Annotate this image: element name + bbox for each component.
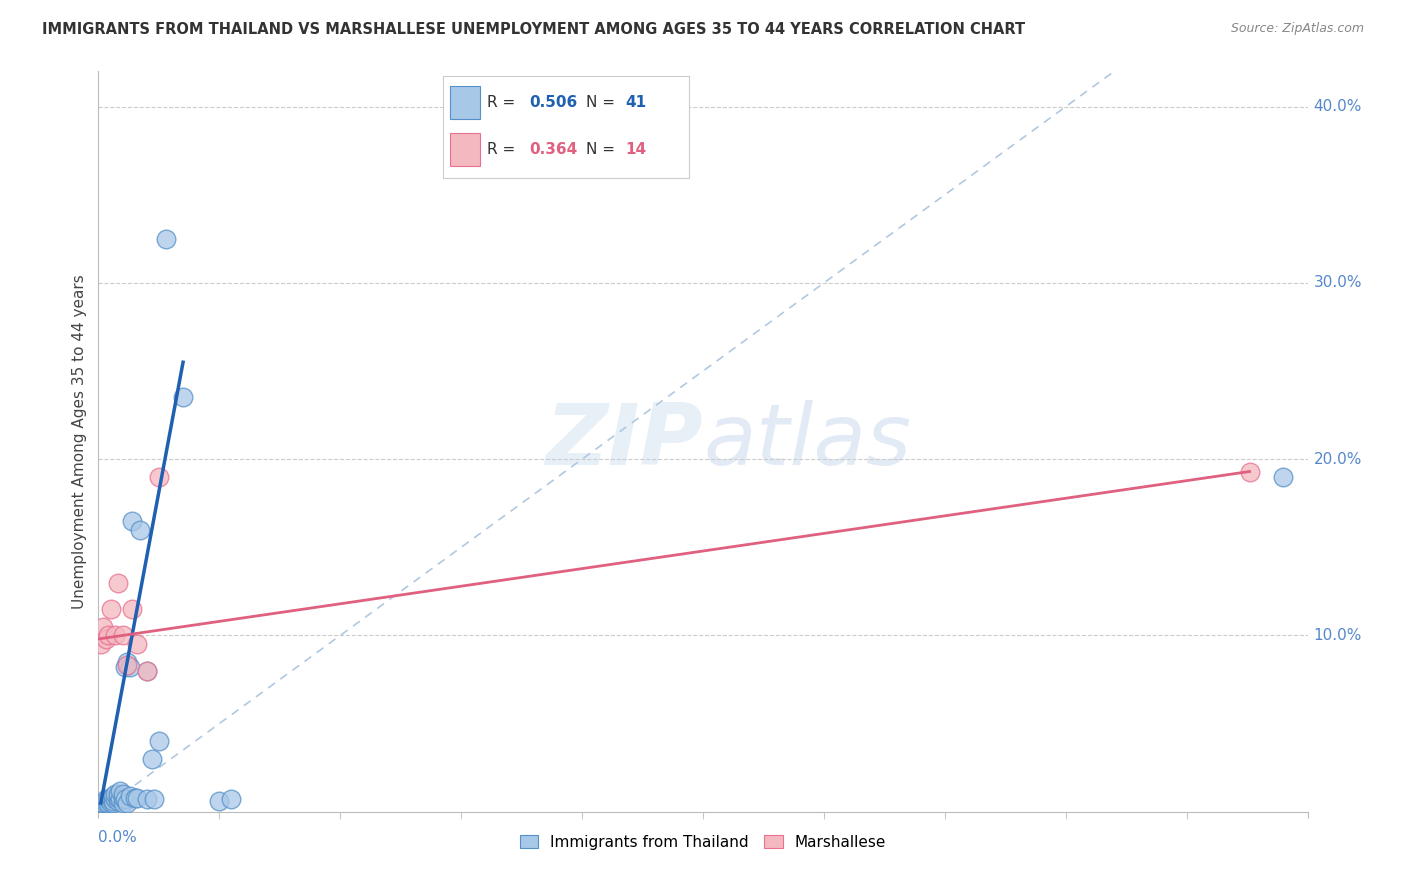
Point [97,796,120,810]
Point [101,794,124,808]
Point [90,796,112,810]
FancyBboxPatch shape [450,133,479,166]
Point [155,232,177,246]
Text: Source: ZipAtlas.com: Source: ZipAtlas.com [1230,22,1364,36]
Point [91,619,114,633]
Point [104,792,127,806]
Point [90,637,112,651]
Point [111,790,134,805]
Text: 40.0%: 40.0% [1313,99,1362,114]
Text: 14: 14 [624,142,647,157]
Point [1272,470,1295,484]
Text: 0.0%: 0.0% [98,830,138,846]
Text: N =: N = [585,142,620,157]
Point [141,752,163,766]
Point [1239,465,1261,479]
Point [143,792,166,806]
Point [94,792,117,806]
Point [135,664,157,678]
FancyBboxPatch shape [450,87,479,119]
Text: 0.364: 0.364 [529,142,578,157]
Point [97,792,120,806]
Point [118,789,141,803]
Point [118,660,141,674]
Text: ZIP: ZIP [546,400,703,483]
Text: R =: R = [486,95,520,110]
Text: 0.506: 0.506 [529,95,578,110]
Point [97,628,120,642]
Point [101,789,124,803]
Point [128,523,150,537]
Text: R =: R = [486,142,520,157]
Y-axis label: Unemployment Among Ages 35 to 44 years: Unemployment Among Ages 35 to 44 years [72,274,87,609]
Point [148,734,170,748]
Point [107,790,129,805]
Point [100,796,122,810]
Point [91,796,114,810]
Point [104,628,127,642]
Point [121,602,143,616]
Point [172,391,194,405]
Point [111,796,134,810]
Point [100,602,122,616]
Text: IMMIGRANTS FROM THAILAND VS MARSHALLESE UNEMPLOYMENT AMONG AGES 35 TO 44 YEARS C: IMMIGRANTS FROM THAILAND VS MARSHALLESE … [42,22,1025,37]
Point [111,787,134,801]
Point [127,637,149,651]
Text: 20.0%: 20.0% [1313,451,1362,467]
Point [117,655,139,669]
Point [94,632,117,646]
Point [121,514,143,528]
Point [208,794,231,808]
Point [94,796,117,810]
Point [107,794,129,808]
Point [148,470,170,484]
Point [114,792,136,806]
Point [100,790,122,805]
Point [135,792,157,806]
Text: N =: N = [585,95,620,110]
Text: 30.0%: 30.0% [1313,276,1362,291]
Legend: Immigrants from Thailand, Marshallese: Immigrants from Thailand, Marshallese [513,829,893,856]
Point [127,790,149,805]
Point [124,790,146,805]
Point [107,575,129,590]
Point [221,792,243,806]
Point [111,628,134,642]
Point [117,796,139,810]
Point [117,658,139,673]
Point [107,787,129,801]
Text: atlas: atlas [703,400,911,483]
Point [135,664,157,678]
Point [108,792,131,806]
Text: 10.0%: 10.0% [1313,628,1362,643]
Point [108,783,131,797]
Point [114,660,136,674]
Text: 41: 41 [624,95,647,110]
Point [101,796,124,810]
Point [104,787,127,801]
